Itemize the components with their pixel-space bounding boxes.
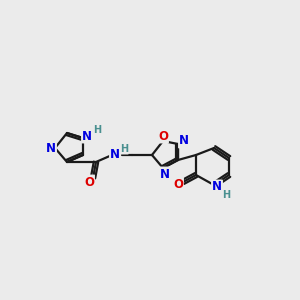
Text: O: O (158, 130, 168, 142)
Text: N: N (46, 142, 56, 154)
Text: H: H (222, 190, 230, 200)
Text: O: O (173, 178, 183, 190)
Text: N: N (179, 134, 189, 148)
Text: N: N (212, 181, 222, 194)
Text: H: H (120, 144, 128, 154)
Text: N: N (110, 148, 120, 161)
Text: O: O (84, 176, 94, 188)
Text: N: N (82, 130, 92, 142)
Text: N: N (160, 167, 170, 181)
Text: H: H (93, 125, 101, 135)
